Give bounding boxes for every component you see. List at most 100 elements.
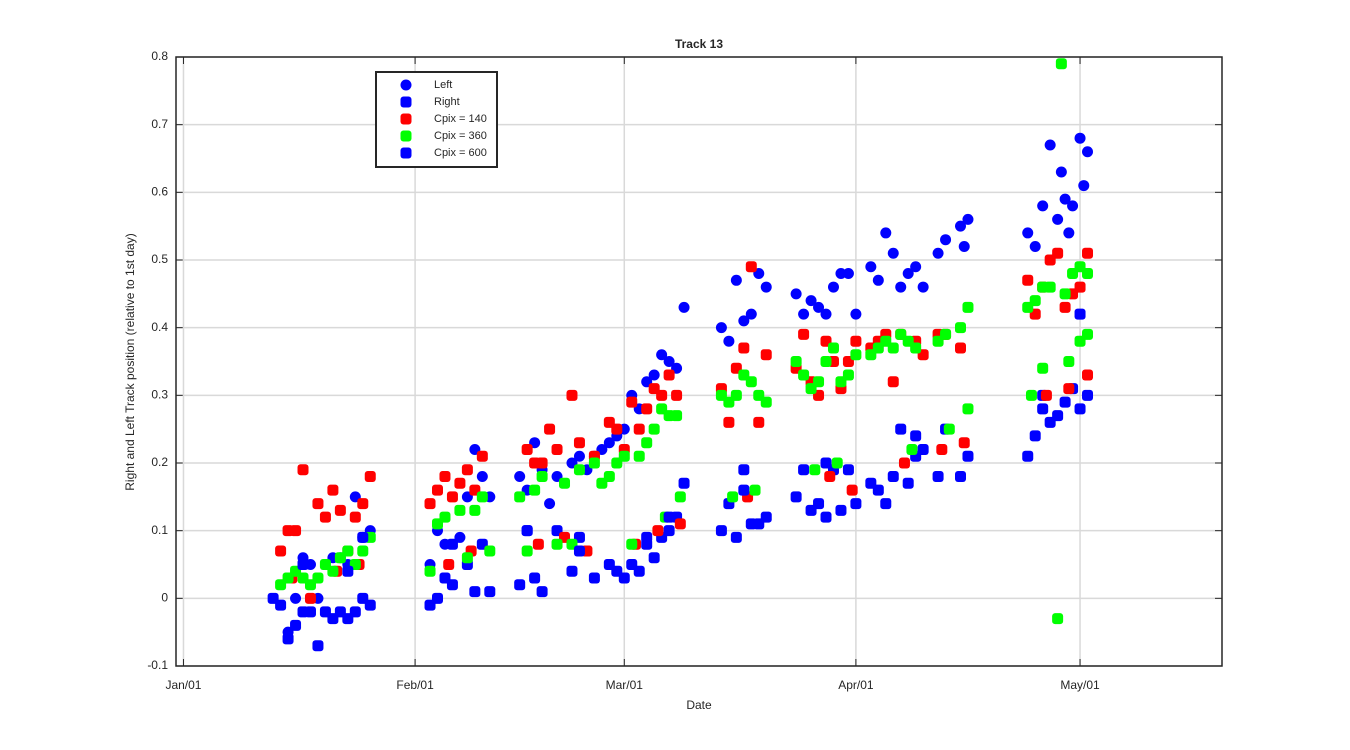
y-tick-label: 0.8 — [151, 49, 168, 63]
point — [342, 545, 354, 557]
point — [936, 443, 948, 455]
point — [633, 450, 645, 462]
point — [1082, 247, 1094, 259]
point — [514, 471, 526, 483]
point — [955, 322, 966, 334]
point — [663, 525, 675, 537]
point — [674, 518, 686, 530]
point — [917, 281, 929, 293]
point — [1025, 389, 1037, 401]
point — [484, 586, 496, 598]
point — [327, 484, 339, 496]
point — [1059, 288, 1071, 300]
point — [663, 511, 675, 523]
point — [446, 491, 458, 503]
point — [738, 484, 750, 496]
point — [364, 599, 376, 611]
legend-marker — [400, 147, 412, 159]
point — [364, 471, 376, 483]
point — [1063, 356, 1075, 367]
y-tick-label: -0.1 — [147, 658, 168, 672]
point — [349, 606, 361, 618]
point — [674, 491, 686, 503]
point — [1029, 430, 1041, 442]
point — [1074, 308, 1086, 320]
point — [588, 572, 600, 584]
point — [282, 633, 294, 645]
point — [760, 396, 772, 408]
point — [559, 477, 571, 489]
point — [1044, 281, 1056, 293]
point — [454, 504, 466, 516]
y-axis-label: Right and Left Track position (relative … — [123, 233, 137, 490]
x-tick-label: Mar/01 — [606, 678, 644, 692]
y-tick-label: 0.1 — [151, 523, 168, 537]
point — [290, 619, 302, 631]
point — [349, 511, 361, 523]
point — [827, 342, 839, 354]
point — [304, 592, 316, 604]
point — [648, 423, 660, 435]
point — [962, 213, 974, 225]
point — [521, 545, 533, 557]
point — [1022, 450, 1034, 462]
point — [536, 586, 548, 598]
point — [760, 511, 772, 523]
point — [544, 423, 556, 435]
legend-label: Cpix = 600 — [434, 147, 487, 159]
legend-marker — [400, 96, 412, 108]
point — [955, 342, 966, 354]
point — [603, 437, 615, 449]
point — [536, 457, 548, 469]
point — [573, 437, 585, 449]
point — [887, 376, 899, 388]
point — [521, 443, 533, 455]
y-tick-label: 0.5 — [151, 252, 168, 266]
point — [831, 457, 843, 469]
point — [820, 308, 832, 320]
point — [738, 315, 750, 327]
point — [880, 498, 892, 510]
point — [656, 349, 668, 361]
point — [1029, 295, 1041, 307]
point — [940, 234, 952, 246]
point — [469, 586, 481, 598]
x-tick-label: Apr/01 — [838, 678, 874, 692]
point — [1074, 403, 1086, 415]
point — [297, 559, 309, 570]
point — [1082, 389, 1094, 401]
point — [446, 538, 458, 550]
point — [424, 565, 436, 577]
point — [357, 498, 369, 510]
point — [1040, 389, 1052, 401]
point — [958, 437, 970, 449]
legend-box — [375, 71, 498, 168]
point — [618, 450, 630, 462]
point — [521, 525, 533, 537]
point — [1074, 281, 1086, 293]
point — [820, 511, 832, 523]
point — [813, 498, 825, 510]
point — [312, 640, 324, 652]
point — [842, 369, 854, 381]
point — [529, 484, 541, 496]
point — [932, 247, 944, 259]
point — [1052, 247, 1064, 259]
y-tick-label: 0.6 — [151, 185, 168, 199]
point — [603, 471, 615, 483]
point — [738, 464, 750, 476]
point — [641, 403, 653, 415]
y-tick-label: 0.3 — [151, 388, 168, 402]
point — [1082, 369, 1094, 381]
point — [663, 356, 675, 367]
point — [551, 443, 563, 455]
point — [327, 565, 339, 577]
point — [895, 281, 907, 293]
point — [544, 498, 556, 510]
point — [641, 531, 653, 543]
point — [312, 498, 324, 510]
point — [529, 572, 541, 584]
point — [671, 389, 683, 401]
x-axis-label: Date — [686, 698, 712, 712]
